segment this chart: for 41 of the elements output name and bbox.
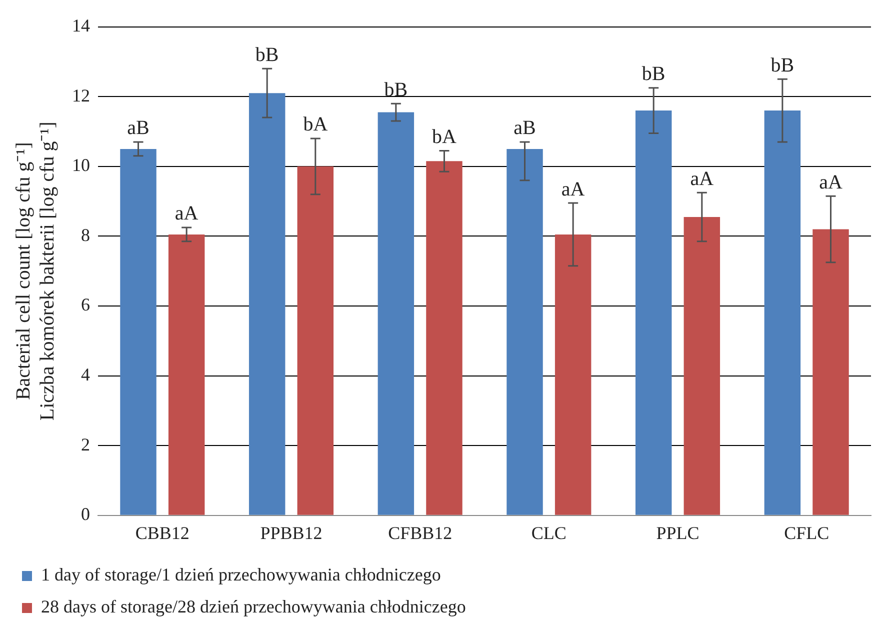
y-tick-label: 14 [72, 16, 90, 36]
bar [684, 217, 720, 515]
y-tick-label: 6 [81, 294, 90, 315]
bar [635, 110, 672, 515]
annotation: bA [303, 114, 328, 136]
annotation: bB [770, 54, 794, 76]
bar [764, 110, 801, 515]
x-tick-label: PPBB12 [260, 522, 322, 543]
annotation: aB [127, 117, 150, 140]
annotation: bB [384, 78, 408, 101]
y-tick-label: 2 [81, 434, 90, 454]
annotation: bB [642, 63, 666, 86]
annotation: aA [174, 202, 199, 225]
bar [248, 93, 286, 515]
bar [506, 148, 543, 515]
bar [554, 234, 592, 515]
bar [168, 234, 205, 515]
bar [297, 166, 334, 515]
x-tick-label: CBB12 [135, 522, 190, 543]
y-axis-title: Bacterial cell count [log cfu g⁻¹] Liczba komórek bakterii [log cfu g⁻¹] [12, 122, 58, 421]
annotation: bB [255, 44, 279, 66]
annotation: aB [514, 117, 536, 140]
x-tick-label: CFLC [784, 522, 830, 543]
legend-label: 1 day of storage/1 dzień przechowywania chłodniczego [41, 564, 441, 585]
bar [120, 148, 156, 515]
bar [378, 112, 414, 515]
bar [812, 229, 849, 515]
annotation: aA [690, 168, 714, 190]
y-tick-label: 10 [72, 155, 90, 176]
annotation: aA [819, 171, 843, 194]
y-tick-label: 8 [81, 224, 90, 245]
annotation: aA [561, 178, 586, 200]
x-tick-label: CFBB12 [388, 522, 452, 543]
x-tick-label: CLC [531, 522, 566, 543]
bar [426, 161, 462, 515]
y-tick-label: 12 [72, 85, 90, 106]
annotation: bA [432, 126, 458, 148]
x-tick-label: PPLC [656, 522, 700, 543]
legend-label: 28 days of storage/28 dzień przechowywania chłodniczego [41, 596, 466, 617]
y-tick-label: 4 [81, 364, 90, 385]
y-tick-label: 0 [81, 504, 90, 524]
